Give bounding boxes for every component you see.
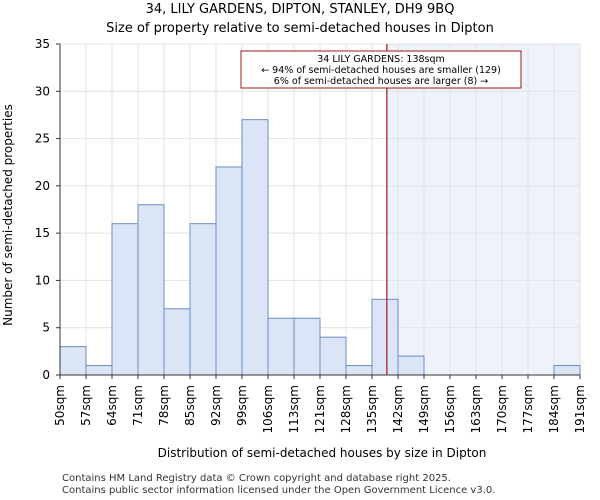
x-tick-label: 163sqm	[469, 385, 483, 433]
annotation-line-1: 34 LILY GARDENS: 138sqm	[317, 54, 445, 65]
histogram-bar	[371, 298, 399, 376]
histogram-bar	[189, 223, 217, 376]
histogram-bar	[111, 223, 139, 376]
annotation-box	[240, 50, 522, 89]
x-tick-label: 149sqm	[417, 385, 431, 433]
y-tick-label: 10	[35, 273, 50, 287]
y-tick-label: 35	[35, 37, 50, 51]
footer-copyright: Contains HM Land Registry data © Crown c…	[62, 473, 451, 484]
x-tick-label: 64sqm	[105, 385, 119, 426]
x-axis-label: Distribution of semi-detached houses by …	[158, 446, 487, 460]
y-axis-label: Number of semi-detached properties	[1, 104, 15, 326]
chart-title: 34, LILY GARDENS, DIPTON, STANLEY, DH9 9…	[145, 2, 455, 17]
annotation-line-3: 6% of semi-detached houses are larger (8…	[274, 76, 488, 87]
x-tick-label: 71sqm	[131, 385, 145, 426]
histogram-bar	[163, 308, 191, 376]
histogram-bar	[293, 317, 321, 376]
x-tick-label: 99sqm	[235, 385, 249, 426]
x-tick-label: 184sqm	[547, 385, 561, 433]
histogram-bar	[319, 336, 347, 376]
x-tick-label: 78sqm	[157, 385, 171, 426]
x-tick-label: 106sqm	[261, 385, 275, 433]
x-tick-label: 191sqm	[573, 385, 587, 433]
x-tick-label: 121sqm	[313, 385, 327, 433]
histogram-bar	[345, 365, 373, 376]
y-tick-label: 20	[35, 179, 50, 193]
footer-licence: Contains public sector information licen…	[62, 485, 496, 496]
x-tick-label: 92sqm	[209, 385, 223, 426]
histogram-bar	[215, 166, 243, 376]
histogram-bar	[59, 346, 87, 376]
x-tick-label: 50sqm	[53, 385, 67, 426]
y-tick-label: 0	[42, 368, 50, 382]
histogram-bar	[553, 365, 581, 376]
annotation-line-2: ← 94% of semi-detached houses are smalle…	[261, 65, 501, 76]
y-tick-label: 5	[42, 321, 50, 335]
histogram-bar	[85, 365, 113, 376]
chart-subtitle: Size of property relative to semi-detach…	[106, 21, 494, 36]
x-tick-label: 156sqm	[443, 385, 457, 433]
histogram-bar	[397, 355, 425, 376]
x-tick-label: 85sqm	[183, 385, 197, 426]
y-tick-label: 25	[35, 132, 50, 146]
histogram-bar	[241, 119, 269, 376]
larger-region-shade	[386, 44, 580, 375]
x-tick-label: 57sqm	[79, 385, 93, 426]
y-tick-label: 30	[35, 84, 50, 98]
x-tick-label: 128sqm	[339, 385, 353, 433]
y-tick-label: 15	[35, 226, 50, 240]
x-tick-label: 142sqm	[391, 385, 405, 433]
histogram-bar	[267, 317, 295, 376]
x-tick-label: 113sqm	[287, 385, 301, 433]
histogram-bar	[137, 204, 165, 376]
x-tick-label: 170sqm	[495, 385, 509, 433]
x-tick-label: 177sqm	[521, 385, 535, 433]
x-tick-label: 135sqm	[365, 385, 379, 433]
